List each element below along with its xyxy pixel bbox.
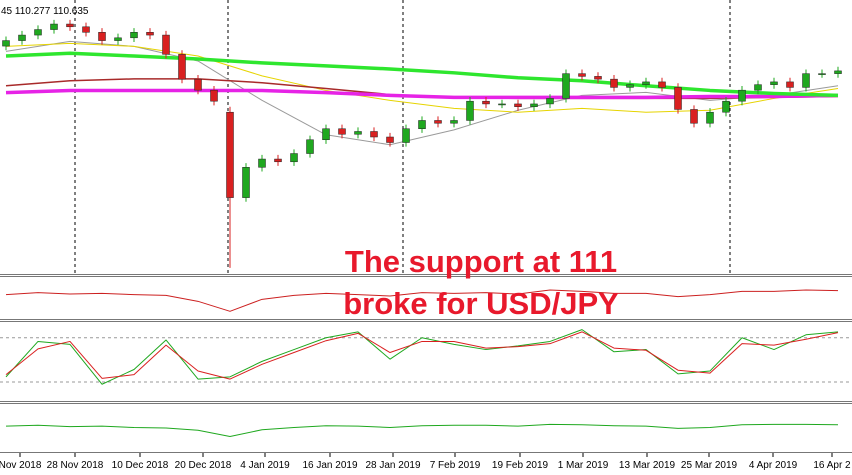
indicator-line [5, 42, 839, 113]
candle-body [514, 103, 522, 107]
candle-body [450, 120, 458, 124]
candle-body [434, 120, 442, 124]
indicator-line [5, 289, 839, 312]
candle-body [562, 73, 570, 99]
candle-body [786, 81, 794, 88]
candle-body [306, 139, 314, 154]
candle-body [210, 89, 218, 102]
candle-body [802, 73, 810, 88]
candle-body [82, 26, 90, 33]
candle-body [674, 87, 682, 110]
x-tick-label: 19 Feb 2019 [492, 460, 549, 471]
candle-body [738, 89, 746, 102]
annotation: The support at 111 [345, 244, 617, 279]
marks: Nov 2018 28 Nov 2018 10 Dec 2018 20 Dec 201… [0, 19, 852, 471]
candle-body [706, 111, 714, 124]
candle-body [290, 153, 298, 163]
annotation: broke for USD/JPY [343, 286, 619, 321]
candle-body [818, 73, 826, 75]
x-tick-label: 28 Nov 2018 [47, 460, 104, 471]
candle-body [530, 103, 538, 107]
panel-borders [0, 274, 852, 453]
candle-body [2, 40, 10, 47]
indicator-line [5, 51, 839, 98]
x-tick-label: 20 Dec 2018 [175, 460, 232, 471]
candle-body [642, 81, 650, 85]
x-tick-label: 1 Mar 2019 [558, 460, 609, 471]
candle-body [242, 167, 250, 198]
candle-body [386, 136, 394, 143]
candle-body [178, 54, 186, 80]
candle-body [370, 131, 378, 138]
candle-body [754, 84, 762, 91]
x-tick-label: 13 Mar 2019 [619, 460, 676, 471]
candle-body [594, 76, 602, 80]
candle-body [274, 158, 282, 163]
candle-body [50, 23, 58, 30]
candle-body [34, 29, 42, 36]
header: 45 110.277 110.635 [1, 6, 89, 17]
x-tick-label: 10 Dec 2018 [112, 460, 169, 471]
candle-body [834, 70, 842, 74]
candle-body [466, 100, 474, 121]
x-tick-label: 4 Apr 2019 [749, 460, 798, 471]
indicator-line [5, 88, 839, 100]
candle-body [338, 128, 346, 135]
candle-body [226, 111, 234, 198]
x-tick-label: 16 Apr 2 [813, 460, 851, 471]
x-tick-label: 28 Jan 2019 [365, 460, 420, 471]
x-tick-label: 7 Feb 2019 [430, 460, 481, 471]
x-tick-label: 4 Jan 2019 [240, 460, 290, 471]
candle-body [626, 84, 634, 88]
candle-body [66, 23, 74, 28]
candle-body [578, 73, 586, 77]
candle-body [258, 158, 266, 168]
x-tick-label: Nov 2018 [0, 460, 42, 471]
candle-body [114, 37, 122, 41]
candle-body [482, 100, 490, 105]
candle-body [770, 81, 778, 85]
candle-body [194, 78, 202, 91]
indicator-line [5, 331, 839, 380]
candle-body [498, 103, 506, 106]
x-tick-label: 25 Mar 2019 [681, 460, 738, 471]
x-tick-label: 16 Jan 2019 [302, 460, 357, 471]
candle-body [98, 32, 106, 41]
candle-body [162, 34, 170, 55]
candle-body [354, 131, 362, 135]
candle-body [322, 128, 330, 141]
candle-body [658, 81, 666, 88]
candle-body [722, 100, 730, 113]
candle-body [546, 98, 554, 105]
candle-body [146, 32, 154, 36]
candle-body [402, 128, 410, 143]
indicator-line [5, 423, 839, 437]
candle-body [18, 34, 26, 41]
candle-body [690, 109, 698, 124]
candle-body [130, 32, 138, 39]
candle-body [418, 120, 426, 129]
candle-body [610, 78, 618, 88]
